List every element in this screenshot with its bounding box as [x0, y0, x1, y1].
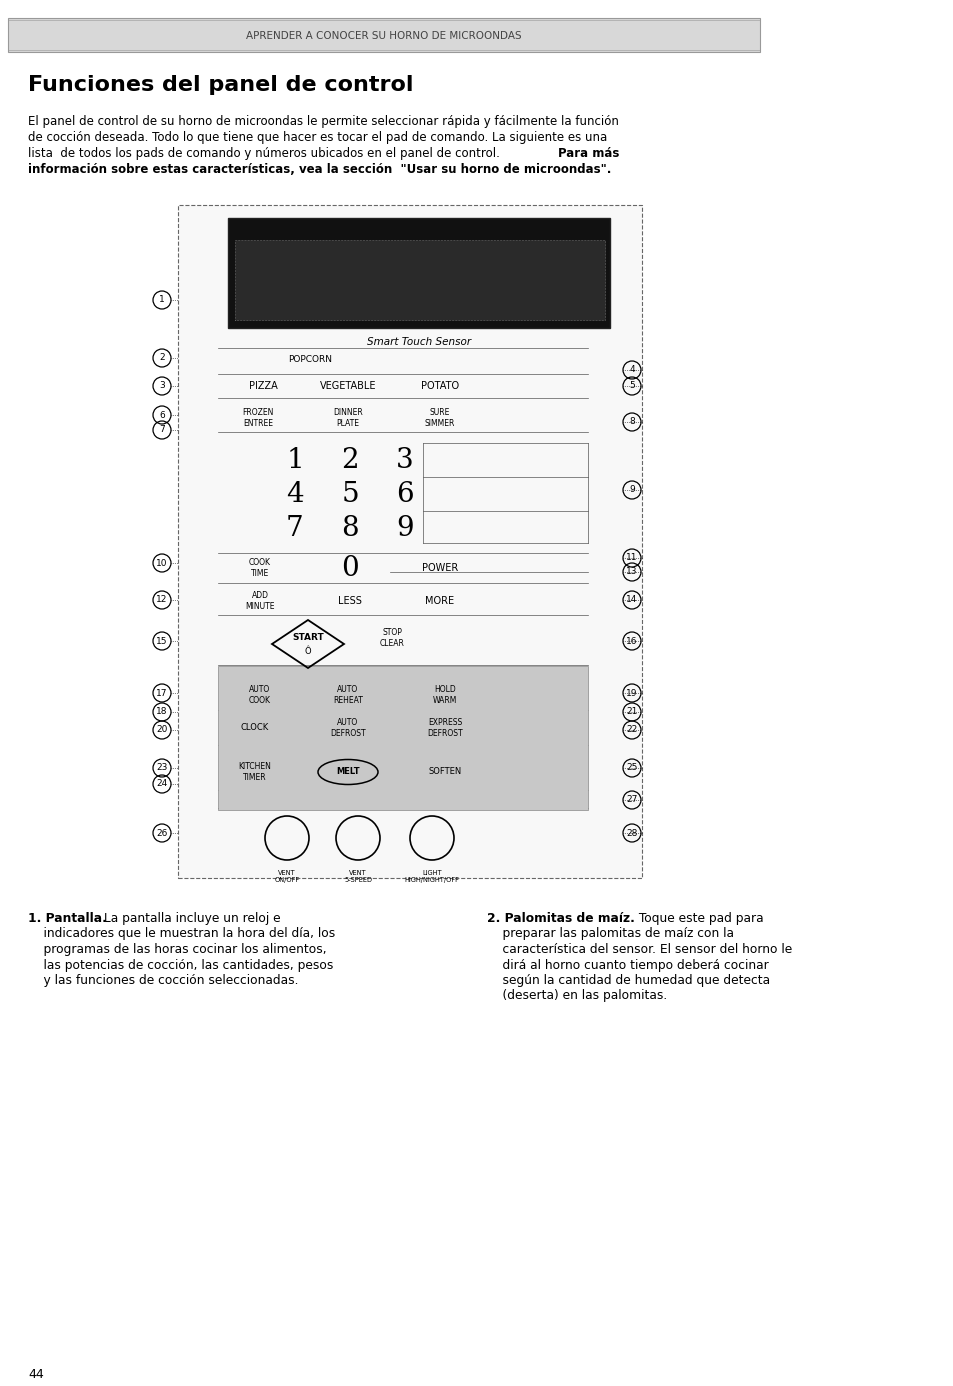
- Text: 21: 21: [626, 707, 637, 717]
- Text: 2: 2: [341, 446, 358, 474]
- FancyBboxPatch shape: [234, 240, 604, 320]
- Text: 7: 7: [286, 514, 304, 542]
- Text: Ô: Ô: [304, 647, 311, 657]
- Text: dirá al horno cuanto tiempo deberá cocinar: dirá al horno cuanto tiempo deberá cocin…: [486, 959, 768, 972]
- Text: 7: 7: [159, 426, 165, 434]
- Text: 27: 27: [626, 796, 637, 804]
- Text: 24: 24: [156, 779, 168, 789]
- Text: lista  de todos los pads de comando y números ubicados en el panel de control.: lista de todos los pads de comando y núm…: [28, 147, 503, 159]
- Text: 4: 4: [286, 481, 303, 507]
- Text: 9: 9: [628, 485, 634, 495]
- Text: 17: 17: [156, 689, 168, 697]
- Text: 10: 10: [156, 559, 168, 567]
- Text: las potencias de cocción, las cantidades, pesos: las potencias de cocción, las cantidades…: [28, 959, 333, 972]
- Text: LESS: LESS: [337, 596, 361, 606]
- Text: 8: 8: [341, 514, 358, 542]
- Text: 5: 5: [341, 481, 358, 507]
- Text: 26: 26: [156, 829, 168, 837]
- Text: FROZEN
ENTREE: FROZEN ENTREE: [242, 409, 274, 428]
- Text: LIGHT
HIGH/NIGHT/OFF: LIGHT HIGH/NIGHT/OFF: [404, 870, 459, 883]
- Text: START: START: [292, 633, 323, 643]
- Text: 1: 1: [159, 295, 165, 305]
- Text: El panel de control de su horno de microondas le permite seleccionar rápida y fá: El panel de control de su horno de micro…: [28, 115, 618, 128]
- Text: preparar las palomitas de maíz con la: preparar las palomitas de maíz con la: [486, 927, 733, 941]
- Text: 12: 12: [156, 596, 168, 604]
- Text: PIZZA: PIZZA: [249, 381, 277, 391]
- Text: VENT
ON/OFF: VENT ON/OFF: [274, 870, 299, 883]
- Text: 2: 2: [159, 353, 165, 363]
- Text: y las funciones de cocción seleccionadas.: y las funciones de cocción seleccionadas…: [28, 974, 298, 987]
- Text: de cocción deseada. Todo lo que tiene que hacer es tocar el pad de comando. La s: de cocción deseada. Todo lo que tiene qu…: [28, 132, 607, 144]
- Text: 14: 14: [626, 596, 637, 604]
- Text: según la cantidad de humedad que detecta: según la cantidad de humedad que detecta: [486, 974, 769, 987]
- Text: 20: 20: [156, 725, 168, 735]
- Text: 3: 3: [395, 446, 414, 474]
- Text: 44: 44: [28, 1368, 44, 1380]
- Text: 25: 25: [626, 764, 637, 772]
- FancyBboxPatch shape: [228, 218, 609, 328]
- Text: 1: 1: [286, 446, 304, 474]
- Text: HOLD
WARM: HOLD WARM: [433, 685, 456, 704]
- Text: información sobre estas características, vea la sección  "Usar su horno de micro: información sobre estas características,…: [28, 164, 611, 176]
- Text: EXPRESS
DEFROST: EXPRESS DEFROST: [427, 718, 462, 737]
- Text: (deserta) en las palomitas.: (deserta) en las palomitas.: [486, 990, 666, 1002]
- FancyBboxPatch shape: [178, 205, 641, 877]
- Text: STOP
CLEAR: STOP CLEAR: [379, 628, 404, 647]
- Text: 15: 15: [156, 636, 168, 646]
- Text: 6: 6: [159, 410, 165, 420]
- Text: VEGETABLE: VEGETABLE: [319, 381, 375, 391]
- Text: característica del sensor. El sensor del horno le: característica del sensor. El sensor del…: [486, 942, 791, 956]
- Text: ADD
MINUTE: ADD MINUTE: [245, 592, 274, 611]
- Text: Funciones del panel de control: Funciones del panel de control: [28, 75, 413, 96]
- Text: VENT
5-SPEED: VENT 5-SPEED: [344, 870, 372, 883]
- Text: MORE: MORE: [425, 596, 454, 606]
- FancyBboxPatch shape: [218, 667, 587, 809]
- Text: 9: 9: [395, 514, 414, 542]
- Text: MELT: MELT: [335, 768, 359, 776]
- Text: CLOCK: CLOCK: [240, 723, 269, 732]
- Text: 28: 28: [626, 829, 637, 837]
- Text: DINNER
PLATE: DINNER PLATE: [333, 409, 362, 428]
- Text: Smart Touch Sensor: Smart Touch Sensor: [367, 337, 471, 346]
- Text: 4: 4: [629, 366, 634, 374]
- FancyBboxPatch shape: [8, 18, 760, 53]
- Text: 3: 3: [159, 381, 165, 391]
- Text: SURE
SIMMER: SURE SIMMER: [424, 409, 455, 428]
- Text: POTATO: POTATO: [420, 381, 458, 391]
- Text: APRENDER A CONOCER SU HORNO DE MICROONDAS: APRENDER A CONOCER SU HORNO DE MICROONDA…: [246, 30, 521, 42]
- Text: 22: 22: [626, 725, 637, 735]
- Text: 5: 5: [628, 381, 634, 391]
- Text: Para más: Para más: [558, 147, 618, 159]
- Text: 1. Pantalla.: 1. Pantalla.: [28, 912, 107, 924]
- Text: AUTO
DEFROST: AUTO DEFROST: [330, 718, 365, 737]
- Text: indicadores que le muestran la hora del día, los: indicadores que le muestran la hora del …: [28, 927, 335, 941]
- Text: programas de las horas cocinar los alimentos,: programas de las horas cocinar los alime…: [28, 942, 326, 956]
- Text: POWER: POWER: [421, 563, 457, 572]
- Text: 8: 8: [628, 417, 634, 427]
- Text: 11: 11: [625, 553, 638, 563]
- Text: SOFTEN: SOFTEN: [428, 768, 461, 776]
- Text: La pantalla incluye un reloj e: La pantalla incluye un reloj e: [100, 912, 280, 924]
- Text: AUTO
REHEAT: AUTO REHEAT: [333, 685, 362, 704]
- Text: 19: 19: [625, 689, 638, 697]
- Text: 13: 13: [625, 567, 638, 577]
- Text: AUTO
COOK: AUTO COOK: [249, 685, 271, 704]
- Text: 6: 6: [395, 481, 414, 507]
- Text: 2. Palomitas de maíz.: 2. Palomitas de maíz.: [486, 912, 634, 924]
- Text: Toque este pad para: Toque este pad para: [635, 912, 762, 924]
- Text: KITCHEN
TIMER: KITCHEN TIMER: [238, 762, 272, 782]
- Text: 0: 0: [341, 554, 358, 582]
- Text: 16: 16: [625, 636, 638, 646]
- Text: POPCORN: POPCORN: [288, 355, 332, 365]
- Text: COOK
TIME: COOK TIME: [249, 559, 271, 578]
- Text: 23: 23: [156, 764, 168, 772]
- Text: 18: 18: [156, 707, 168, 717]
